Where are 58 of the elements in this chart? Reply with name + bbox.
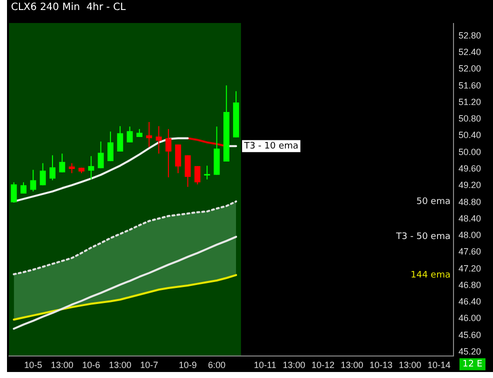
candlestick	[59, 153, 66, 173]
x-tick-label: 13:00	[398, 360, 422, 370]
y-tick-label: 52.00	[458, 64, 482, 74]
y-tick-label: 47.20	[458, 263, 482, 274]
candlestick	[175, 144, 182, 174]
x-tick-label: 10-7	[140, 360, 158, 370]
y-tick-label: 46.40	[458, 296, 482, 307]
y-tick-label: 52.40	[458, 47, 482, 58]
x-tick-label: 10-11	[254, 360, 276, 370]
candlestick	[107, 131, 114, 162]
y-tick-label: 48.00	[458, 230, 482, 240]
candlestick	[68, 162, 75, 174]
x-tick-label: 10-14	[427, 360, 450, 370]
y-tick-label: 50.40	[458, 130, 482, 140]
text: 12 E	[462, 360, 483, 370]
candlestick	[88, 156, 94, 180]
candlestick	[10, 182, 17, 203]
y-tick-label: 48.40	[458, 213, 482, 224]
x-tick-label: 10-5	[24, 360, 42, 370]
candlestick	[165, 128, 172, 178]
y-tick-label: 51.60	[458, 80, 482, 90]
y-tick-label: 45.60	[458, 330, 482, 340]
candlestick	[194, 166, 200, 185]
text: 50 ema	[416, 196, 450, 207]
candlestick	[156, 126, 162, 154]
y-tick-label: 50.80	[458, 114, 482, 124]
text: 144 ema	[410, 270, 450, 280]
chart-title: CLX6 240 Min 4hr - CL	[11, 2, 126, 13]
candlestick	[49, 154, 56, 181]
y-tick-label: 46.00	[458, 313, 482, 324]
candlestick	[98, 141, 104, 169]
x-tick-label: 10-6	[82, 360, 100, 370]
x-tick-label: 6:00	[208, 360, 226, 370]
y-tick-label: 49.60	[458, 163, 482, 174]
y-tick-label: 45.20	[458, 346, 482, 357]
line-series	[12, 200, 238, 276]
candlestick	[30, 169, 36, 192]
y-tick-label: 51.20	[458, 96, 482, 107]
y-tick-label: 50.00	[458, 146, 482, 157]
x-tick-label: 13:00	[282, 360, 306, 370]
x-tick-label: 10-13	[369, 360, 393, 370]
y-tick-label: 52.80	[458, 30, 482, 40]
candlestick	[204, 165, 210, 180]
candlestick	[117, 126, 124, 152]
y-tick-label: 46.80	[458, 280, 482, 290]
y-tick-label: 49.20	[458, 180, 482, 190]
y-tick-label: 47.60	[458, 246, 482, 257]
x-tick-label: 13:00	[340, 360, 364, 370]
series-label: T3 - 10 ema	[243, 141, 298, 152]
text: T3 - 50 ema	[395, 232, 450, 242]
y-tick-label: 48.80	[458, 196, 482, 207]
x-tick-label: 10-9	[178, 360, 197, 370]
x-tick-label: 10-12	[312, 360, 335, 370]
x-tick-label: 13:00	[108, 360, 132, 370]
candlestick	[184, 154, 191, 188]
candlestick	[40, 162, 46, 186]
x-tick-label: 13:00	[50, 360, 74, 370]
candlestick	[126, 126, 133, 143]
